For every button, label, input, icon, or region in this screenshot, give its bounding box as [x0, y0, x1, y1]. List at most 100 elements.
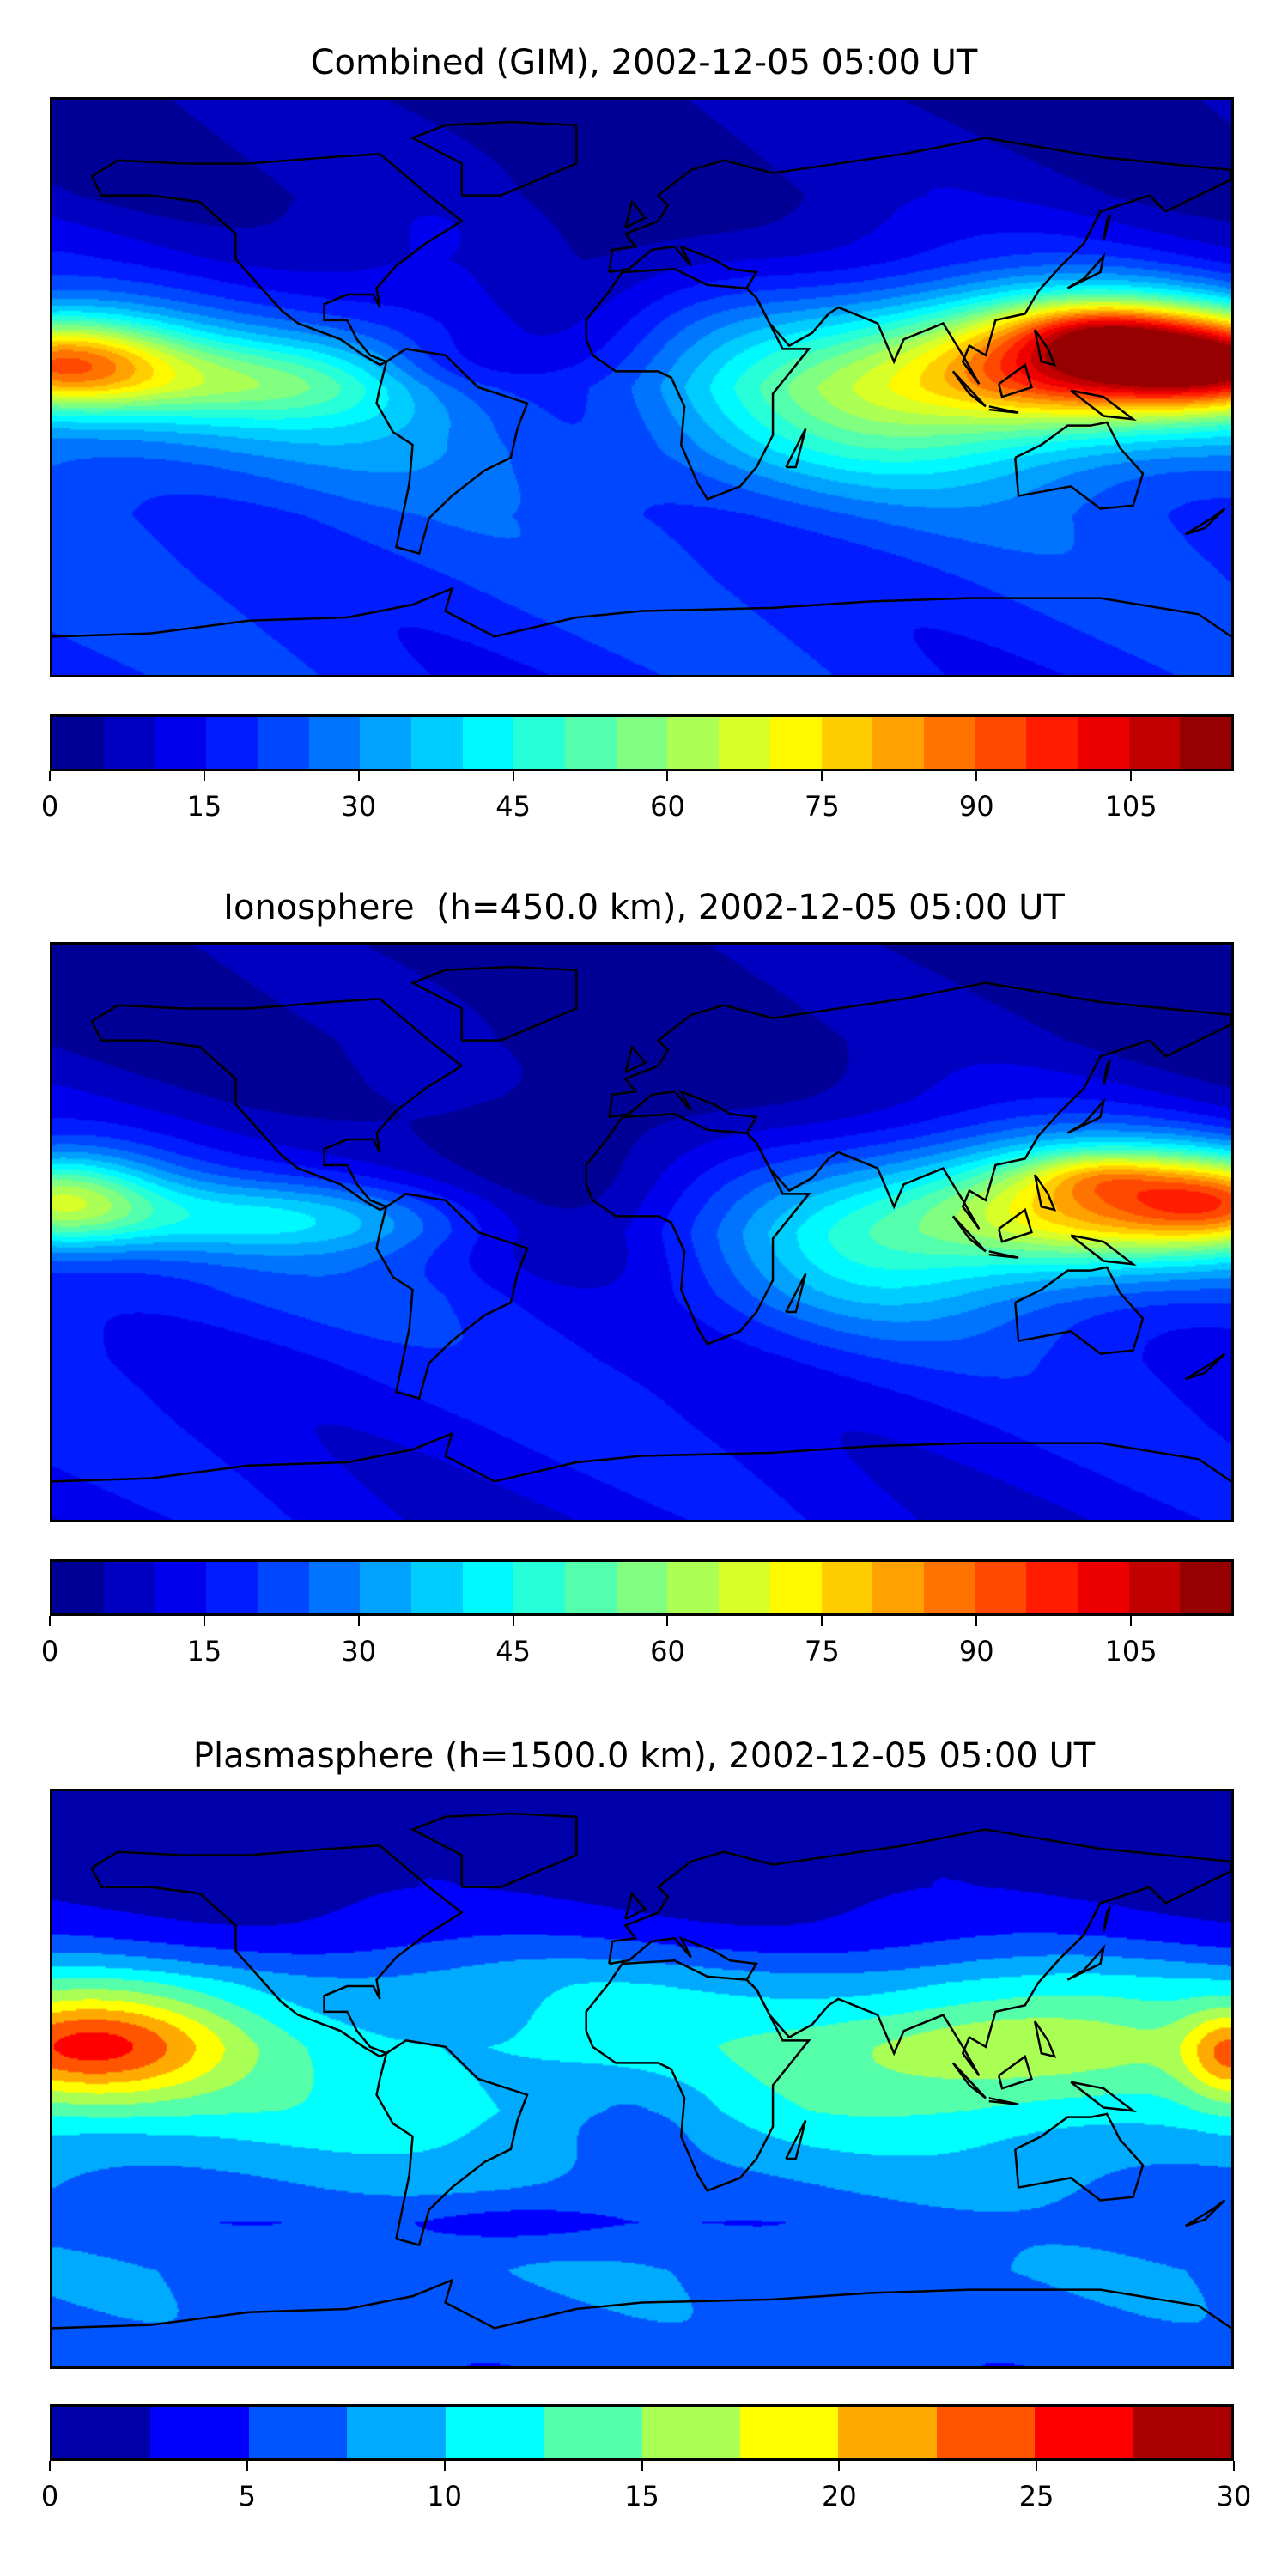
coastline: [1067, 1101, 1103, 1133]
coastline: [92, 999, 462, 1210]
colorbar-tick: [1233, 2461, 1235, 2471]
colorbar-tick: [203, 1616, 205, 1626]
colorbar-tick: [975, 1616, 978, 1626]
colorbar-segment: [155, 717, 207, 769]
colorbar-tick: [203, 771, 205, 781]
coastline: [1071, 391, 1133, 420]
coastline: [999, 2057, 1031, 2088]
colorbar-segment: [838, 2407, 937, 2458]
colorbar-tick: [1130, 771, 1133, 781]
colorbar-segment: [1026, 1562, 1078, 1613]
colorbar-segment: [445, 2407, 544, 2458]
colorbar-segment: [360, 717, 411, 769]
coastline: [989, 2098, 1018, 2104]
colorbar-segment: [257, 717, 309, 769]
coastline: [999, 365, 1031, 397]
coastline: [953, 1216, 986, 1251]
coastline: [1015, 1267, 1143, 1354]
colorbar-segment: [719, 717, 770, 769]
coastline: [625, 1047, 645, 1072]
colorbar-segment: [1078, 1562, 1129, 1613]
coastline: [1103, 1906, 1110, 1932]
colorbar-tick: [666, 1616, 669, 1626]
colorbar-tick-label: 30: [341, 1635, 377, 1668]
coastline: [786, 1273, 805, 1312]
tec-map-combined: [50, 97, 1234, 677]
coastline: [1067, 256, 1103, 288]
colorbar-segment: [103, 717, 155, 769]
colorbar-tick-label: 90: [958, 1635, 994, 1668]
colorbar-tick-label: 25: [1018, 2480, 1054, 2512]
coastline: [1015, 422, 1143, 509]
colorbar-segment: [565, 717, 617, 769]
colorbar-tick: [443, 2461, 446, 2471]
colorbar-tick: [1130, 1616, 1133, 1626]
coastline: [1071, 1236, 1133, 1265]
colorbar-segment: [462, 1562, 514, 1613]
colorbar-segment: [872, 1562, 924, 1613]
coastline: [1103, 215, 1110, 240]
colorbar-tick-label: 60: [650, 790, 685, 823]
colorbar-tick-label: 105: [1104, 1635, 1157, 1668]
colorbar-segment: [155, 1562, 207, 1613]
colorbar-segment: [719, 1562, 770, 1613]
colorbar-tick-label: 15: [186, 790, 222, 823]
colorbar-tick-label: 75: [804, 1635, 840, 1668]
coastline: [92, 1845, 462, 2057]
colorbar-tick: [512, 1616, 514, 1626]
colorbar-segment: [923, 1562, 975, 1613]
colorbar-ticks: 0 15 30 45 60 75 90 105: [41, 1616, 1234, 1676]
coastline: [586, 269, 809, 499]
colorbar-tick: [357, 771, 360, 781]
colorbar-segment: [1128, 717, 1181, 769]
colorbar: [50, 2404, 1234, 2461]
coastline: [989, 1251, 1018, 1257]
coastline: [609, 983, 1231, 1230]
colorbar-tick: [821, 1616, 823, 1626]
coastline: [609, 1830, 1231, 2076]
colorbar-segment: [308, 1562, 361, 1613]
colorbar-tick: [821, 771, 823, 781]
colorbar-segment: [975, 717, 1027, 769]
colorbar-segment: [565, 1562, 617, 1613]
colorbar-segment: [462, 717, 514, 769]
colorbar-tick-label: 5: [238, 2480, 257, 2512]
colorbar-segment: [975, 1562, 1027, 1613]
colorbar-tick-label: 45: [495, 790, 531, 823]
colorbar-tick-label: 0: [40, 2480, 59, 2512]
coastline: [92, 154, 462, 365]
colorbar-segment: [544, 2407, 642, 2458]
coastline: [377, 349, 527, 553]
colorbar-segment: [739, 2407, 839, 2458]
coastline: [52, 589, 1231, 637]
colorbar-tick-label: 0: [40, 790, 59, 823]
colorbar-segment: [52, 717, 104, 769]
coastlines: [52, 100, 1231, 675]
colorbar-tick-label: 75: [804, 790, 840, 823]
tec-map-plasmasphere: [50, 1789, 1234, 2369]
colorbar-segment: [103, 1562, 155, 1613]
coastline: [413, 1814, 577, 1887]
colorbar-tick: [512, 771, 514, 781]
colorbar: [50, 1559, 1234, 1616]
colorbar-segment: [410, 1562, 463, 1613]
chart-title: Combined (GIM), 2002-12-05 05:00 UT: [310, 43, 978, 82]
colorbar-tick-label: 30: [1216, 2480, 1252, 2512]
colorbar-segment: [769, 1562, 822, 1613]
colorbar-tick-label: 0: [40, 1635, 59, 1668]
colorbar-segment: [1026, 717, 1078, 769]
colorbar-tick: [246, 2461, 248, 2471]
colorbar-tick: [838, 2461, 841, 2471]
colorbar-segment: [308, 717, 361, 769]
colorbar-tick-label: 105: [1104, 790, 1157, 823]
coastline: [1035, 2021, 1054, 2057]
colorbar-segment: [616, 1562, 668, 1613]
colorbar-segment: [936, 2407, 1036, 2458]
colorbar-segment: [821, 1562, 873, 1613]
colorbar-segment: [360, 1562, 411, 1613]
colorbar-segment: [206, 1562, 258, 1613]
tec-field: [52, 100, 1231, 675]
colorbar-tick: [641, 2461, 643, 2471]
coastline: [989, 406, 1018, 412]
coastline: [1186, 1353, 1225, 1379]
